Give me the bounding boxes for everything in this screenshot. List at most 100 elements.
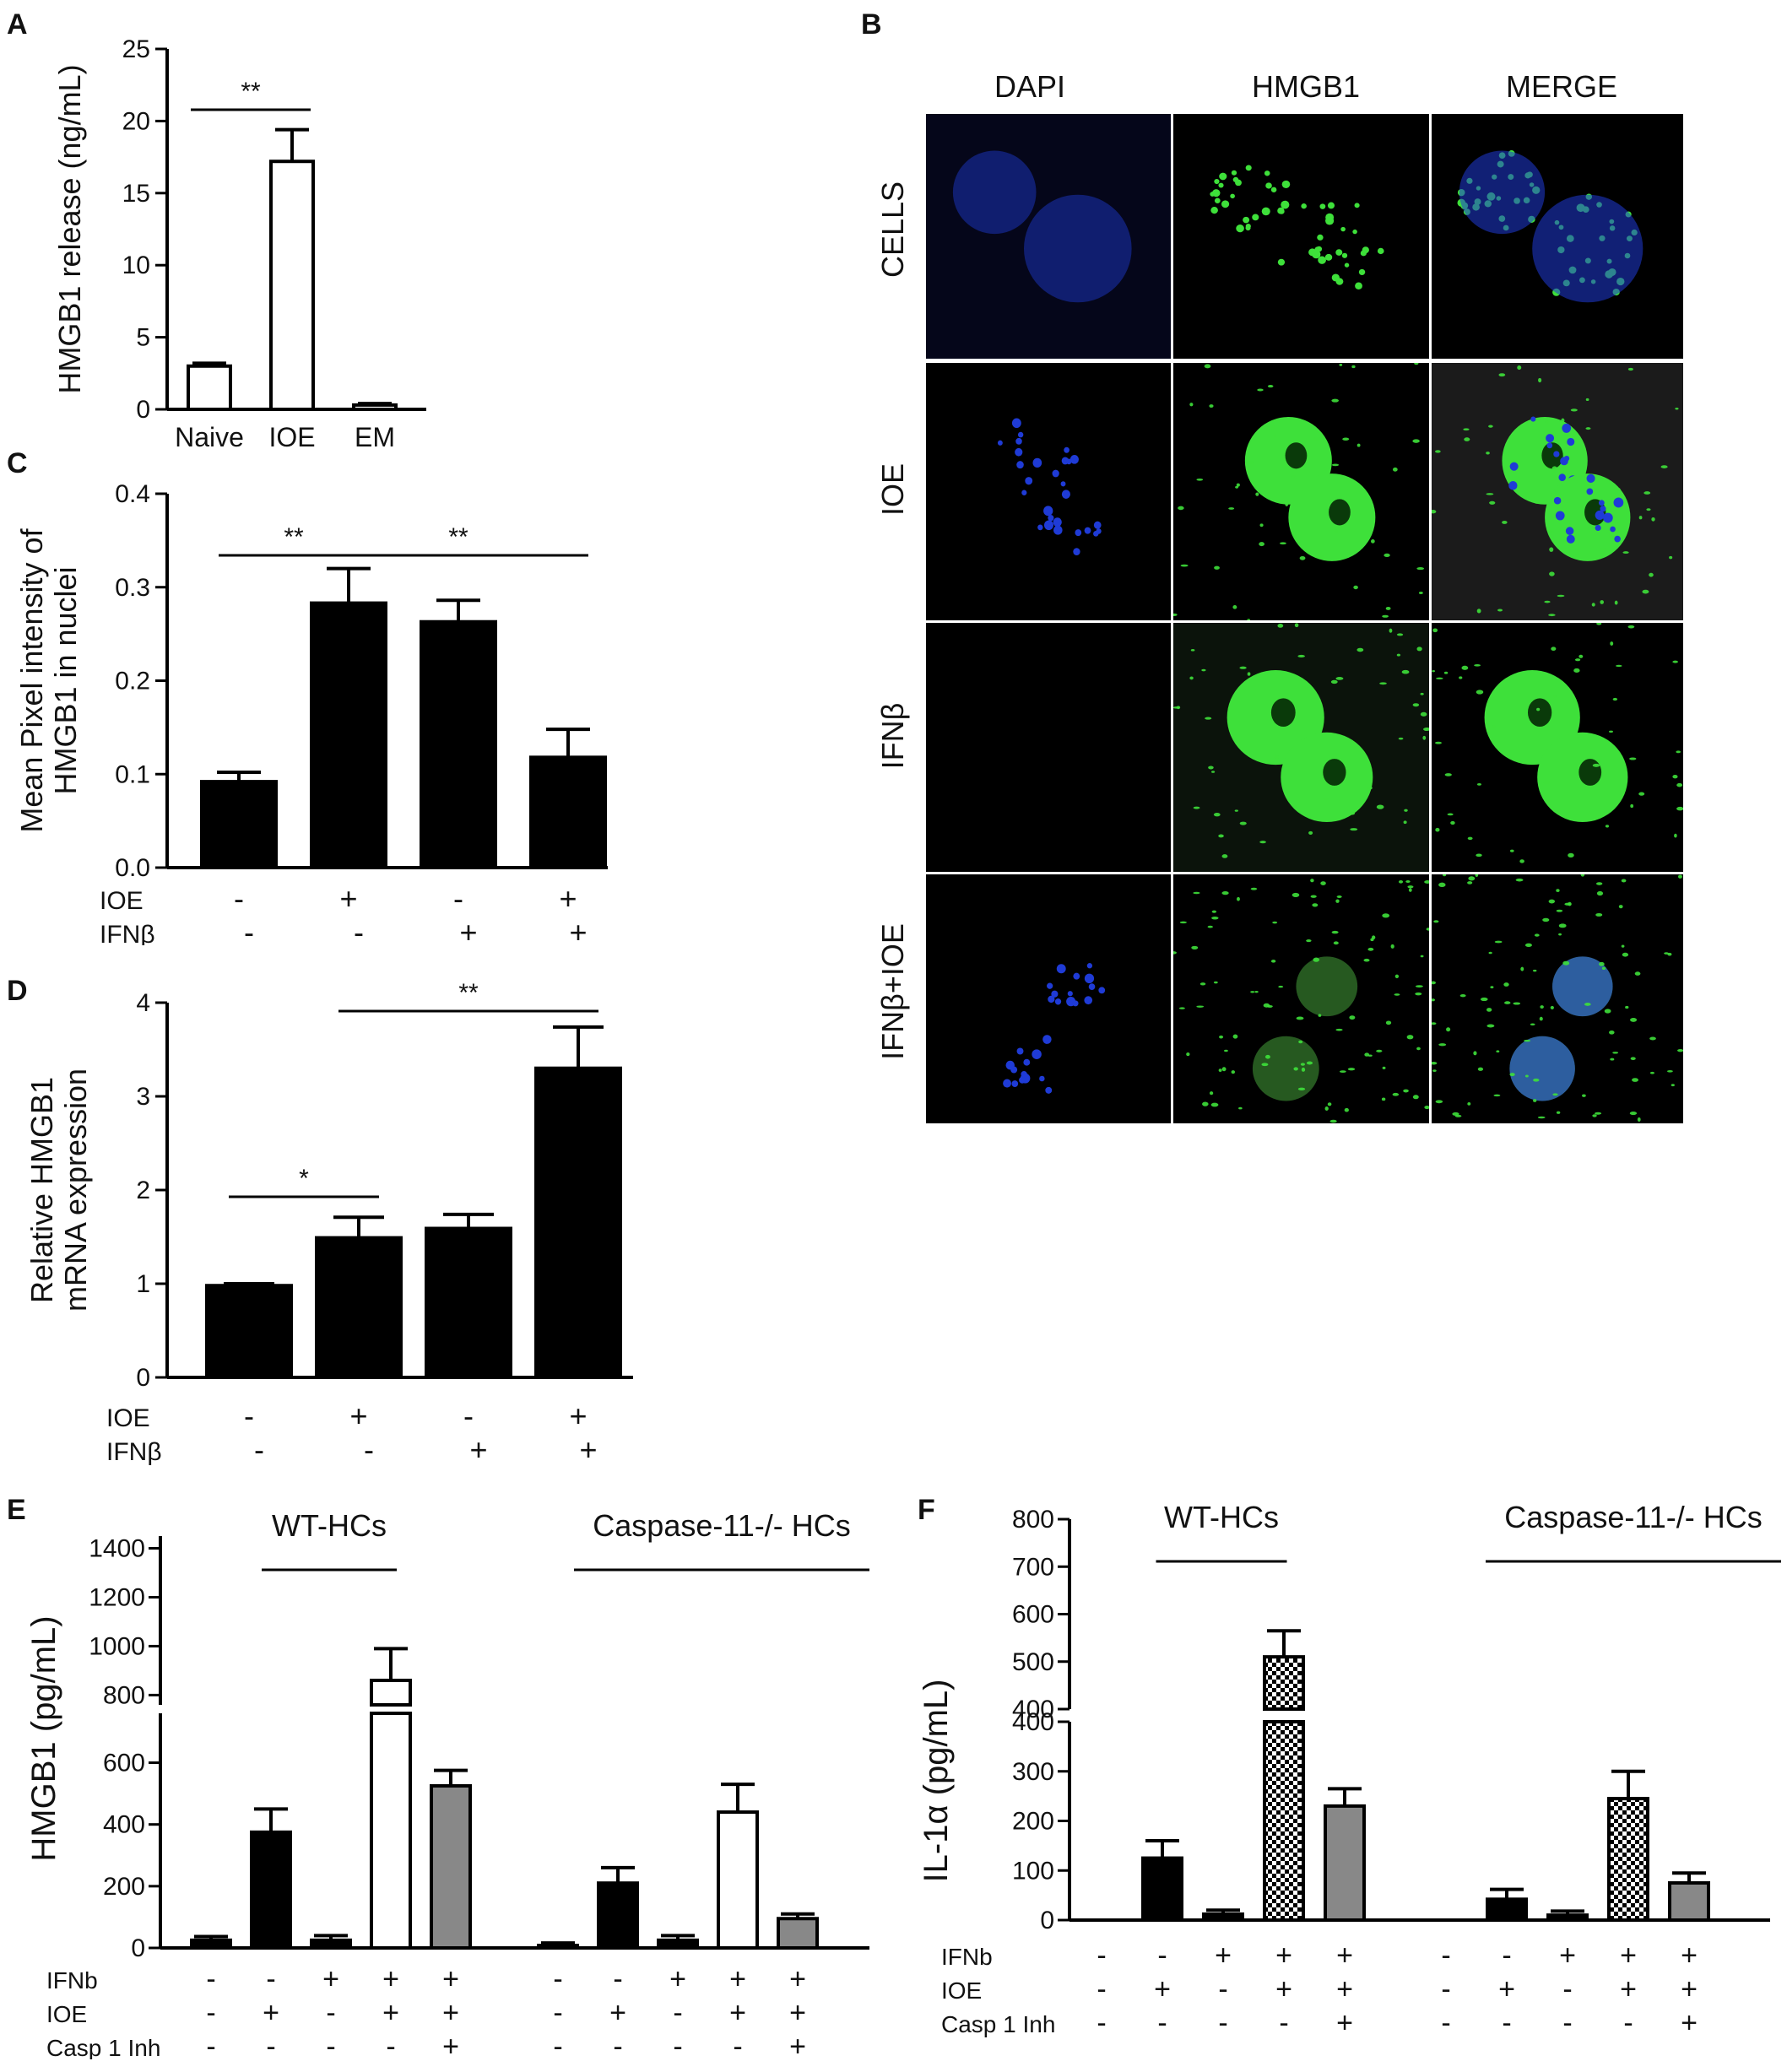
extracellular-hmgb1-dot [1570, 408, 1578, 412]
extracellular-hmgb1-dot [1502, 520, 1508, 524]
extracellular-hmgb1-dot [1632, 1078, 1638, 1082]
extracellular-hmgb1-dot [1548, 530, 1555, 533]
extracellular-hmgb1-dot [1490, 986, 1494, 989]
extracellular-hmgb1-dot [1238, 1106, 1243, 1110]
y-axis-label: HMGB1 (pg/mL) [25, 1615, 62, 1861]
dapi-speckle [1613, 497, 1624, 508]
condition-sign: + [442, 1963, 459, 1995]
extracellular-hmgb1-dot [1178, 1007, 1185, 1009]
extracellular-hmgb1-dot [1272, 921, 1278, 924]
dapi-speckle [1067, 991, 1073, 997]
extracellular-hmgb1-dot [1493, 1094, 1501, 1097]
hmgb1-speckle [1219, 172, 1227, 181]
extracellular-hmgb1-dot [1545, 420, 1550, 425]
extracellular-hmgb1-dot [1278, 985, 1284, 988]
extracellular-hmgb1-dot [1517, 365, 1522, 371]
extracellular-hmgb1-dot [1642, 589, 1649, 594]
significance-label: ** [448, 523, 468, 551]
nucleolus [1323, 759, 1346, 786]
condition-sign: + [469, 1432, 487, 1467]
extracellular-hmgb1-dot [1467, 836, 1473, 841]
extracellular-hmgb1-dot [1550, 1005, 1554, 1009]
extracellular-hmgb1-dot [1609, 1030, 1615, 1035]
extracellular-hmgb1-dot [1432, 669, 1436, 673]
extracellular-hmgb1-dot [1432, 981, 1436, 985]
significance-label: * [299, 1165, 309, 1193]
extracellular-hmgb1-dot [1476, 609, 1481, 614]
dapi-nucleus [952, 150, 1037, 235]
extracellular-hmgb1-dot [1435, 827, 1440, 832]
extracellular-hmgb1-dot [1218, 834, 1224, 838]
condition-sign: - [1623, 2007, 1633, 2039]
extracellular-hmgb1-dot [1418, 592, 1423, 594]
extracellular-hmgb1-dot [1398, 879, 1404, 884]
dapi-speckle [1003, 1079, 1011, 1088]
extracellular-hmgb1-dot [1552, 694, 1557, 698]
extracellular-hmgb1-dot [1219, 1035, 1224, 1039]
extracellular-hmgb1-dot [1408, 888, 1412, 892]
extracellular-hmgb1-dot [1504, 1001, 1511, 1004]
extracellular-hmgb1-dot [1270, 960, 1276, 963]
hmgb1-speckle [1281, 180, 1291, 189]
extracellular-hmgb1-dot [1363, 958, 1370, 962]
condition-sign: - [364, 1432, 374, 1467]
condition-sign: + [1620, 1973, 1637, 2005]
condition-sign: + [569, 1398, 587, 1433]
extracellular-hmgb1-dot [1221, 891, 1229, 895]
group-label: Caspase-11-/- HCs [593, 1508, 850, 1543]
condition-sign: + [1681, 2007, 1698, 2039]
y-tick-label: 200 [1012, 1808, 1054, 1836]
dapi-speckle [1088, 983, 1096, 990]
extracellular-hmgb1-dot [1649, 1036, 1656, 1041]
extracellular-hmgb1-dot [1334, 529, 1339, 534]
extracellular-hmgb1-dot [1210, 771, 1216, 773]
condition-label: IOE [106, 1404, 150, 1432]
extracellular-hmgb1-dot [1579, 654, 1584, 658]
extracellular-hmgb1-dot [1209, 404, 1214, 408]
extracellular-hmgb1-dot [1503, 982, 1509, 987]
extracellular-hmgb1-dot [1250, 887, 1258, 890]
extracellular-hmgb1-dot [1446, 1027, 1451, 1032]
extracellular-hmgb1-dot [1573, 668, 1580, 674]
hmgb1-speckle [1301, 203, 1307, 209]
dapi-speckle [1553, 451, 1560, 457]
dapi-speckle [1098, 987, 1106, 994]
dapi-speckle [997, 440, 1003, 446]
condition-sign: - [1097, 1939, 1106, 1972]
condition-sign: + [1336, 2007, 1353, 2039]
micrograph-3-0 [926, 874, 1171, 1123]
extracellular-hmgb1-dot [1190, 649, 1195, 652]
extracellular-hmgb1-dot [1422, 735, 1427, 740]
extracellular-hmgb1-dot [1292, 892, 1300, 897]
condition-label: IFNb [941, 1944, 993, 1970]
condition-label: IFNβ [106, 1438, 162, 1466]
extracellular-hmgb1-dot [1426, 928, 1429, 931]
extracellular-hmgb1-dot [1385, 606, 1391, 610]
condition-label: IFNb [46, 1967, 98, 1994]
condition-label: Casp 1 Inh [46, 2035, 160, 2059]
y-axis-label: HMGB1 in nuclei [48, 566, 83, 794]
column-header-merge: MERGE [1506, 69, 1617, 104]
extracellular-hmgb1-dot [1476, 690, 1484, 695]
extracellular-hmgb1-dot [1461, 665, 1469, 670]
panel-letter-b: B [861, 8, 882, 41]
extracellular-hmgb1-dot [1494, 940, 1503, 944]
extracellular-hmgb1-dot [1610, 641, 1614, 646]
extracellular-hmgb1-dot [1236, 483, 1240, 487]
extracellular-hmgb1-dot [1621, 944, 1625, 948]
condition-sign: - [613, 2031, 622, 2059]
extracellular-hmgb1-dot [1509, 849, 1514, 852]
extracellular-hmgb1-dot [1331, 463, 1340, 467]
y-tick-label: 800 [103, 1681, 145, 1709]
y-tick-label: 400 [1012, 1708, 1054, 1736]
chart-panel-c: 0.0 0.1 0.2 0.3 0.4 Mean Pixel intensity of HM… [14, 480, 608, 945]
bar [269, 160, 315, 411]
extracellular-hmgb1-dot [1601, 966, 1606, 971]
dapi-speckle [1075, 529, 1082, 537]
dapi-speckle [1011, 418, 1021, 428]
chart-panel-a: 0 5 10 15 20 25 HMGB1 release (ng/mL) Naive IOE E… [52, 35, 426, 452]
extracellular-hmgb1-dot [1232, 605, 1237, 609]
bar [537, 1944, 579, 1950]
extracellular-hmgb1-dot [1201, 668, 1206, 672]
